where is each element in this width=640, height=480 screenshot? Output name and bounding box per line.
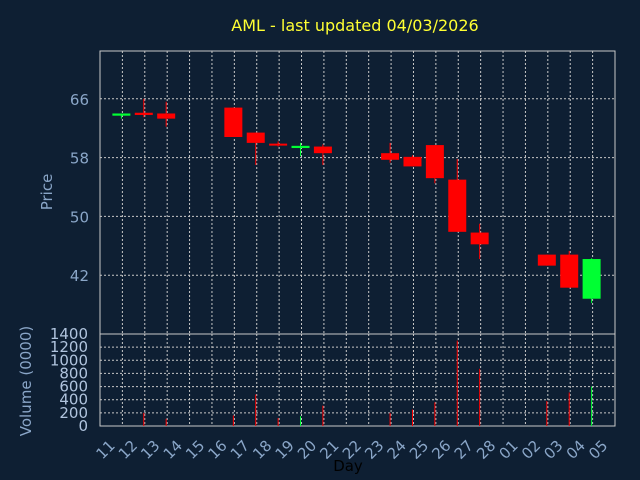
candle-body [403,156,422,167]
x-tick-label: 05 [585,437,611,463]
volume-plot-frame [99,333,616,427]
candle-body [112,113,131,116]
candle-body [560,254,579,288]
candle-body [448,179,467,232]
price-tick-label: 50 [70,208,89,226]
grid-lines [100,51,615,426]
x-axis-label: Day [333,457,363,475]
candle-body [269,143,288,146]
candle-body [470,232,489,245]
volume-tick-label: 1000 [50,351,88,369]
candle-body [537,254,556,266]
price-plot-frame [99,50,616,335]
volume-tick-label: 400 [59,391,88,409]
price-tick-label: 42 [70,267,89,285]
volume-bars [143,340,593,426]
volume-tick-label: 600 [59,378,88,396]
volume-tick-label: 1400 [50,325,88,343]
volume-tick-label: 800 [59,364,88,382]
candle-body [224,107,243,138]
candle-body [381,153,400,160]
price-tick-label: 66 [70,91,89,109]
candle-body [157,113,176,119]
price-axis-label: Price [38,174,56,211]
price-tick-labels: 42 50 58 66 [70,91,89,285]
volume-tick-label: 1200 [50,338,88,356]
volume-axis-label: Volume (0000) [17,326,35,436]
price-tick-label: 58 [70,150,89,168]
volume-tick-label: 0 [78,417,88,435]
candles [112,98,601,304]
candle-body [425,145,444,179]
chart-title: AML - last updated 04/03/2026 [231,16,478,35]
volume-tick-label: 200 [59,404,88,422]
candle-body [134,112,153,115]
candle-body [313,146,332,154]
candle-body [246,132,265,143]
candle-body [291,145,310,149]
candle-body [582,259,601,299]
